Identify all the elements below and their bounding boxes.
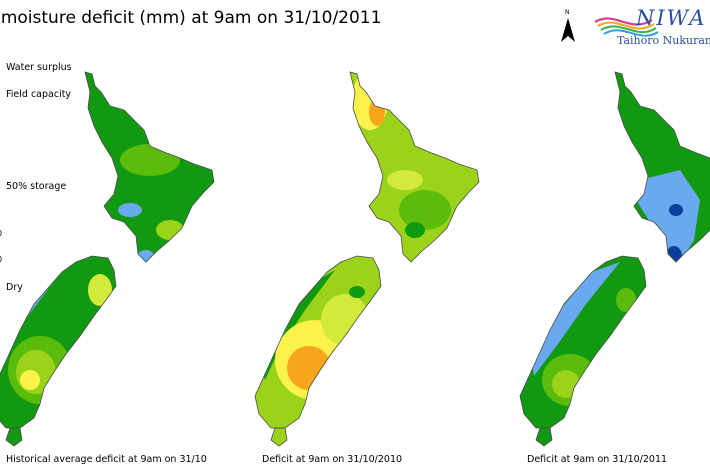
legend-50-storage: 50% storage — [6, 181, 67, 192]
north-label: N — [565, 9, 570, 16]
map-2011 — [519, 71, 710, 447]
legend-tick: 0 — [0, 255, 2, 264]
legend-water-surplus: Water surplus — [6, 62, 72, 73]
caption-2010: Deficit at 9am on 31/10/2010 — [262, 454, 403, 465]
caption-2011: Deficit at 9am on 31/10/2011 — [527, 454, 668, 465]
legend-tick: 0 — [0, 229, 2, 238]
niwa-logo-icon — [594, 17, 659, 37]
logo-tagline: Taihoro Nukurangi — [617, 34, 710, 47]
north-arrow-icon — [561, 18, 575, 42]
map-2010 — [254, 71, 480, 447]
legend-dry: Dry — [6, 282, 23, 293]
logo-wordmark: NIWA — [636, 6, 707, 30]
page-title: il moisture deficit (mm) at 9am on 31/10… — [0, 8, 382, 28]
caption-historical: Historical average deficit at 9am on 31/… — [6, 454, 207, 465]
legend-field-capacity: Field capacity — [6, 89, 72, 100]
map-historical — [0, 71, 215, 447]
